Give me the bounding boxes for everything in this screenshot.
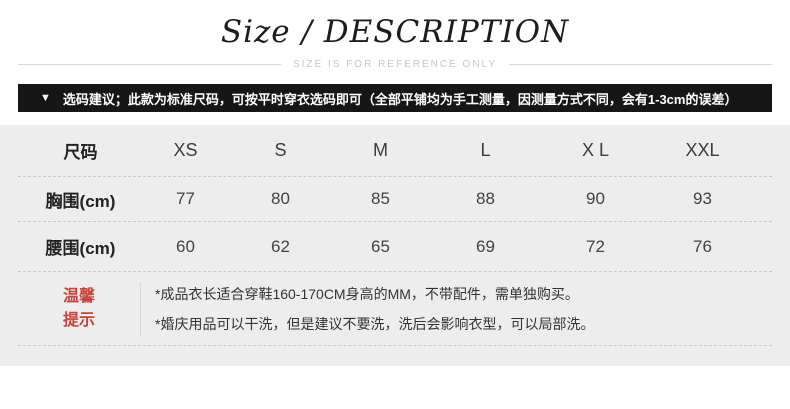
table-row-chest: 胸围(cm) 77 80 85 88 90 93: [18, 177, 772, 222]
waist-value-xs: 60: [176, 236, 195, 256]
size-column-xs: XS: [173, 140, 198, 160]
size-column-xl: X L: [581, 140, 610, 160]
table-row-waist: 腰围(cm) 60 62 65 69 72 76: [18, 222, 772, 272]
size-table-panel: 尺码 XS S M L X L XXL 胸围(cm) 77 80 85 88 9…: [0, 125, 790, 366]
notice-text: 选码建议；此款为标准尺码，可按平时穿衣选码即可（全部平铺均为手工测量，因测量方式…: [62, 91, 738, 107]
tips-line-1: *成品衣长适合穿鞋160-170CM身高的MM，不带配件，需单独购买。: [155, 285, 579, 302]
size-column-xxl: XXL: [685, 140, 720, 160]
warm-tips-label: 温馨 提示: [18, 285, 140, 333]
waist-row-label: 腰围(cm): [45, 239, 116, 258]
size-notice-banner: ▼ 选码建议；此款为标准尺码，可按平时穿衣选码即可（全部平铺均为手工测量，因测量…: [18, 84, 772, 112]
page-title: Size / DESCRIPTION: [220, 14, 570, 50]
chest-value-l: 88: [476, 189, 495, 208]
size-column-l: L: [480, 140, 491, 160]
subtitle-divider: SIZE IS FOR REFERENCE ONLY: [18, 59, 772, 70]
warm-tips-row: 温馨 提示 *成品衣长适合穿鞋160-170CM身高的MM，不带配件，需单独购买…: [18, 272, 772, 346]
size-header-label: 尺码: [63, 143, 98, 162]
waist-value-xxl: 76: [693, 236, 712, 256]
warm-tips-label-line2: 提示: [62, 311, 95, 329]
warm-tips-label-line1: 温馨: [62, 287, 95, 305]
size-table-header-row: 尺码 XS S M L X L XXL: [18, 125, 772, 177]
subtitle-text: SIZE IS FOR REFERENCE ONLY: [292, 59, 498, 70]
size-column-s: S: [274, 140, 287, 160]
down-triangle-icon: ▼: [40, 91, 51, 104]
waist-value-m: 65: [371, 236, 390, 256]
size-column-m: M: [373, 140, 388, 160]
chest-value-m: 85: [371, 189, 390, 208]
chest-value-xs: 77: [176, 189, 195, 208]
divider-line-left: [18, 64, 281, 65]
waist-value-s: 62: [271, 236, 290, 256]
warm-tips-content: *成品衣长适合穿鞋160-170CM身高的MM，不带配件，需单独购买。 *婚庆用…: [141, 279, 594, 339]
tips-vertical-divider: [140, 282, 141, 335]
waist-value-l: 69: [476, 236, 495, 256]
chest-row-label: 胸围(cm): [45, 191, 116, 211]
chest-value-s: 80: [271, 189, 290, 208]
chest-value-xxl: 93: [693, 189, 712, 208]
divider-line-right: [509, 64, 772, 65]
tips-line-2: *婚庆用品可以干洗，但是建议不要洗，洗后会影响衣型，可以局部洗。: [155, 315, 595, 332]
chest-value-xl: 90: [586, 189, 605, 208]
waist-value-xl: 72: [586, 236, 605, 256]
